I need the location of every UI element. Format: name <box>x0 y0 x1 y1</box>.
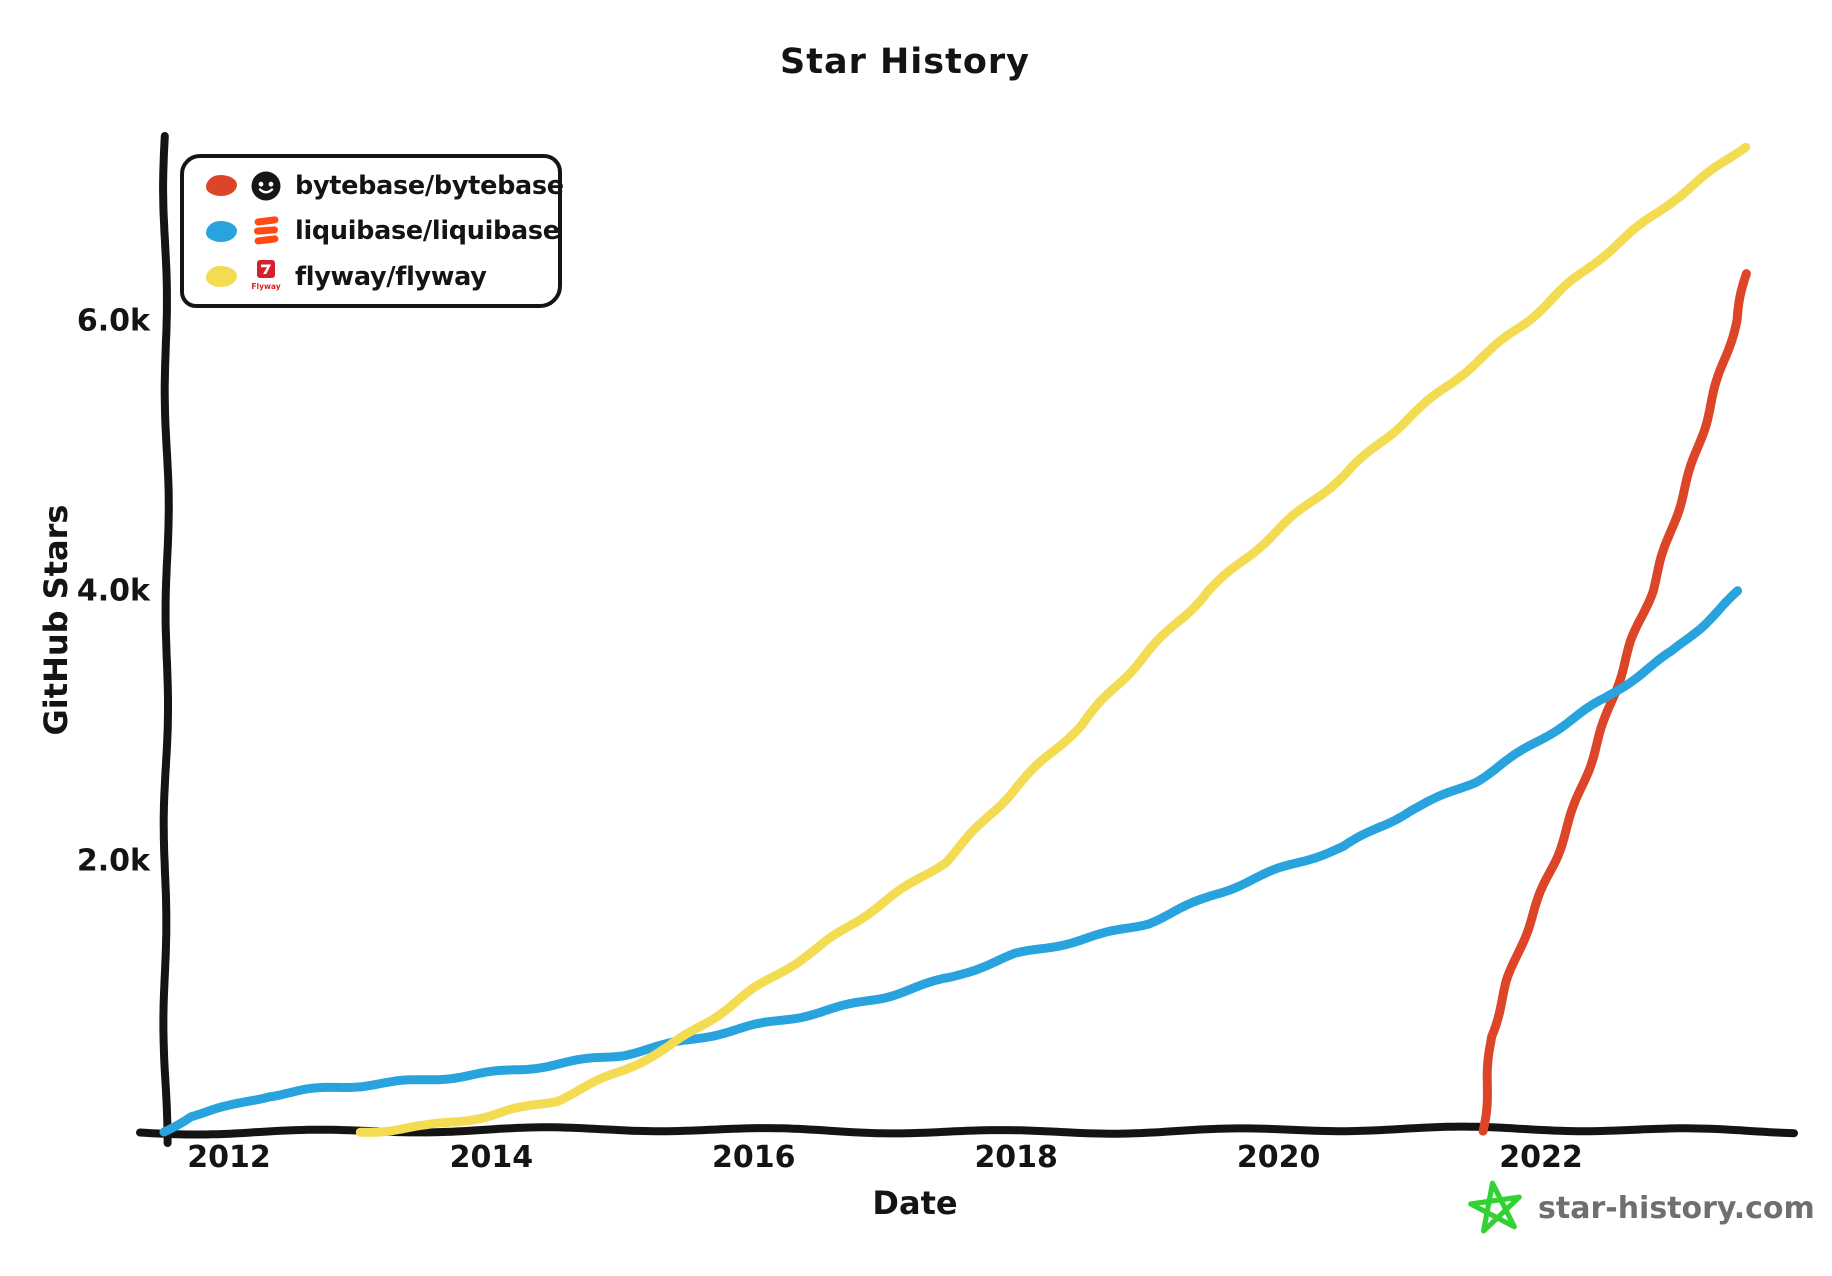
legend-item-liquibase: liquibase/liquibase <box>184 209 560 253</box>
x-tick-label-2020: 2020 <box>1236 1140 1321 1175</box>
x-tick-label-2022: 2022 <box>1499 1140 1583 1175</box>
liquibase-color-swatch <box>206 220 237 242</box>
chart-title: Star History <box>780 42 1030 82</box>
star-history-logo-icon <box>1468 1180 1522 1234</box>
watermark: star-history.com <box>1468 1180 1815 1236</box>
line-bytebase <box>1478 269 1751 1136</box>
y-tick-label-6.0k: 6.0k <box>76 303 150 339</box>
svg-text:Flyway: Flyway <box>251 282 280 291</box>
legend-item-bytebase: bytebase/bytebase <box>184 164 564 208</box>
y-tick-label-2.0k: 2.0k <box>76 843 150 879</box>
line-liquibase <box>159 586 1743 1137</box>
x-axis-title: Date <box>872 1184 958 1222</box>
x-tick-label-2018: 2018 <box>974 1140 1058 1175</box>
legend-item-flyway: Flyway flyway/flyway <box>184 255 558 299</box>
x-tick-label-2014: 2014 <box>449 1140 534 1175</box>
legend-label: bytebase/bytebase <box>295 170 564 201</box>
liquibase-logo-icon <box>249 213 283 249</box>
x-tick-label-2012: 2012 <box>187 1140 271 1175</box>
legend-label: flyway/flyway <box>295 261 487 292</box>
bytebase-avatar-icon <box>249 168 283 204</box>
x-tick-label-2016: 2016 <box>712 1140 796 1175</box>
line-flyway <box>355 142 1751 1137</box>
x-axis-line <box>136 1122 1798 1139</box>
flyway-logo-icon: Flyway <box>249 259 283 295</box>
watermark-text: star-history.com <box>1538 1190 1815 1226</box>
y-axis-line <box>159 132 173 1147</box>
legend: bytebase/bytebase liquibase/liquibase Fl… <box>180 154 564 308</box>
y-tick-label-4.0k: 4.0k <box>76 573 150 609</box>
flyway-color-swatch <box>206 266 237 287</box>
y-axis-title: GitHub Stars <box>37 504 75 736</box>
legend-label: liquibase/liquibase <box>295 216 560 246</box>
bytebase-color-swatch <box>206 175 237 196</box>
